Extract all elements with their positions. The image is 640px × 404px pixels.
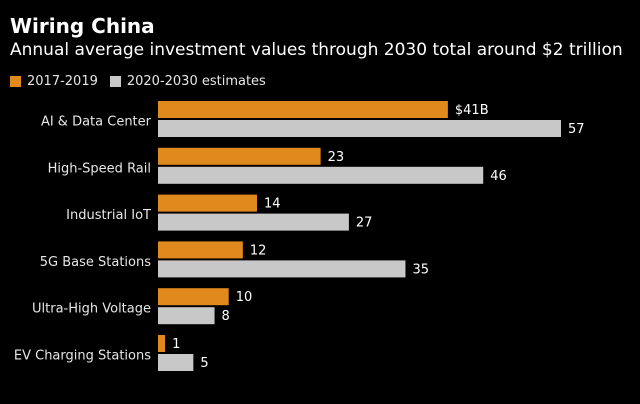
data-label-series-2: 35	[412, 262, 429, 277]
data-label-series-1: $41B	[455, 103, 489, 118]
bar-series-1	[158, 335, 166, 352]
data-label-series-2: 46	[490, 169, 507, 184]
category-label: EV Charging Stations	[14, 349, 151, 364]
bar-series-1	[158, 194, 257, 212]
bar-series-1	[158, 101, 448, 118]
data-label-series-1: 12	[250, 243, 267, 258]
bar-series-1	[158, 147, 321, 165]
legend-swatch-series-1	[10, 76, 21, 87]
category-label: 5G Base Stations	[40, 255, 151, 270]
bar-series-2	[158, 120, 561, 137]
legend-label-series-2: 2020-2030 estimates	[126, 74, 266, 89]
chart-title: Wiring China	[10, 14, 155, 38]
bar-series-2	[158, 307, 215, 325]
data-label-series-1: 23	[328, 150, 345, 165]
category-label: High-Speed Rail	[48, 161, 151, 176]
bar-series-2	[158, 260, 406, 278]
chart-subtitle: Annual average investment values through…	[10, 40, 623, 60]
legend-item-series-1: 2017-2019	[10, 74, 98, 89]
data-label-series-1: 1	[172, 337, 180, 352]
data-label-series-1: 10	[236, 290, 253, 305]
bar-series-1	[158, 288, 229, 306]
data-label-series-2: 27	[356, 216, 373, 231]
legend-label-series-1: 2017-2019	[27, 74, 98, 89]
bar-series-2	[158, 166, 484, 184]
legend: 2017-2019 2020-2030 estimates	[10, 74, 278, 89]
legend-item-series-2: 2020-2030 estimates	[109, 74, 266, 89]
data-label-series-2: 8	[222, 309, 230, 324]
data-label-series-2: 5	[200, 356, 208, 371]
data-label-series-2: 57	[568, 122, 585, 137]
legend-swatch-series-2	[109, 76, 121, 87]
bar-series-2	[158, 354, 194, 371]
bar-series-2	[158, 213, 349, 231]
data-label-series-1: 14	[264, 197, 281, 212]
bar-series-1	[158, 241, 243, 259]
category-label: AI & Data Center	[41, 115, 152, 130]
category-label: Industrial IoT	[66, 208, 151, 223]
category-label: Ultra-High Voltage	[32, 302, 151, 317]
